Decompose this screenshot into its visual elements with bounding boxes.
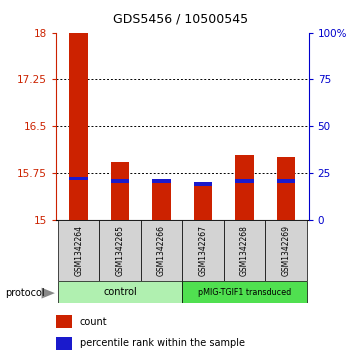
Bar bbox=[69, 177, 88, 180]
Text: GSM1342267: GSM1342267 bbox=[199, 225, 208, 276]
Bar bbox=[277, 179, 295, 183]
FancyBboxPatch shape bbox=[58, 281, 182, 303]
FancyBboxPatch shape bbox=[58, 220, 99, 281]
FancyBboxPatch shape bbox=[224, 220, 265, 281]
Bar bbox=[194, 184, 212, 220]
Text: GDS5456 / 10500545: GDS5456 / 10500545 bbox=[113, 13, 248, 26]
Bar bbox=[194, 182, 212, 185]
Text: protocol: protocol bbox=[5, 288, 45, 298]
Text: count: count bbox=[80, 317, 108, 327]
Polygon shape bbox=[42, 287, 55, 298]
Text: pMIG-TGIF1 transduced: pMIG-TGIF1 transduced bbox=[198, 288, 291, 297]
Text: control: control bbox=[103, 287, 137, 297]
Bar bbox=[152, 179, 171, 183]
FancyBboxPatch shape bbox=[141, 220, 182, 281]
Bar bbox=[152, 180, 171, 220]
FancyBboxPatch shape bbox=[182, 281, 306, 303]
Bar bbox=[56, 315, 72, 329]
Bar bbox=[277, 157, 295, 220]
FancyBboxPatch shape bbox=[182, 220, 224, 281]
Bar bbox=[111, 162, 130, 220]
Bar bbox=[111, 179, 130, 183]
Text: GSM1342269: GSM1342269 bbox=[281, 225, 290, 276]
Text: percentile rank within the sample: percentile rank within the sample bbox=[80, 338, 245, 348]
Text: GSM1342264: GSM1342264 bbox=[74, 225, 83, 276]
Bar bbox=[56, 337, 72, 350]
Bar bbox=[69, 33, 88, 220]
Text: GSM1342266: GSM1342266 bbox=[157, 225, 166, 276]
Bar bbox=[235, 155, 254, 220]
FancyBboxPatch shape bbox=[99, 220, 141, 281]
FancyBboxPatch shape bbox=[265, 220, 306, 281]
Text: GSM1342265: GSM1342265 bbox=[116, 225, 125, 276]
Bar bbox=[235, 179, 254, 183]
Text: GSM1342268: GSM1342268 bbox=[240, 225, 249, 276]
